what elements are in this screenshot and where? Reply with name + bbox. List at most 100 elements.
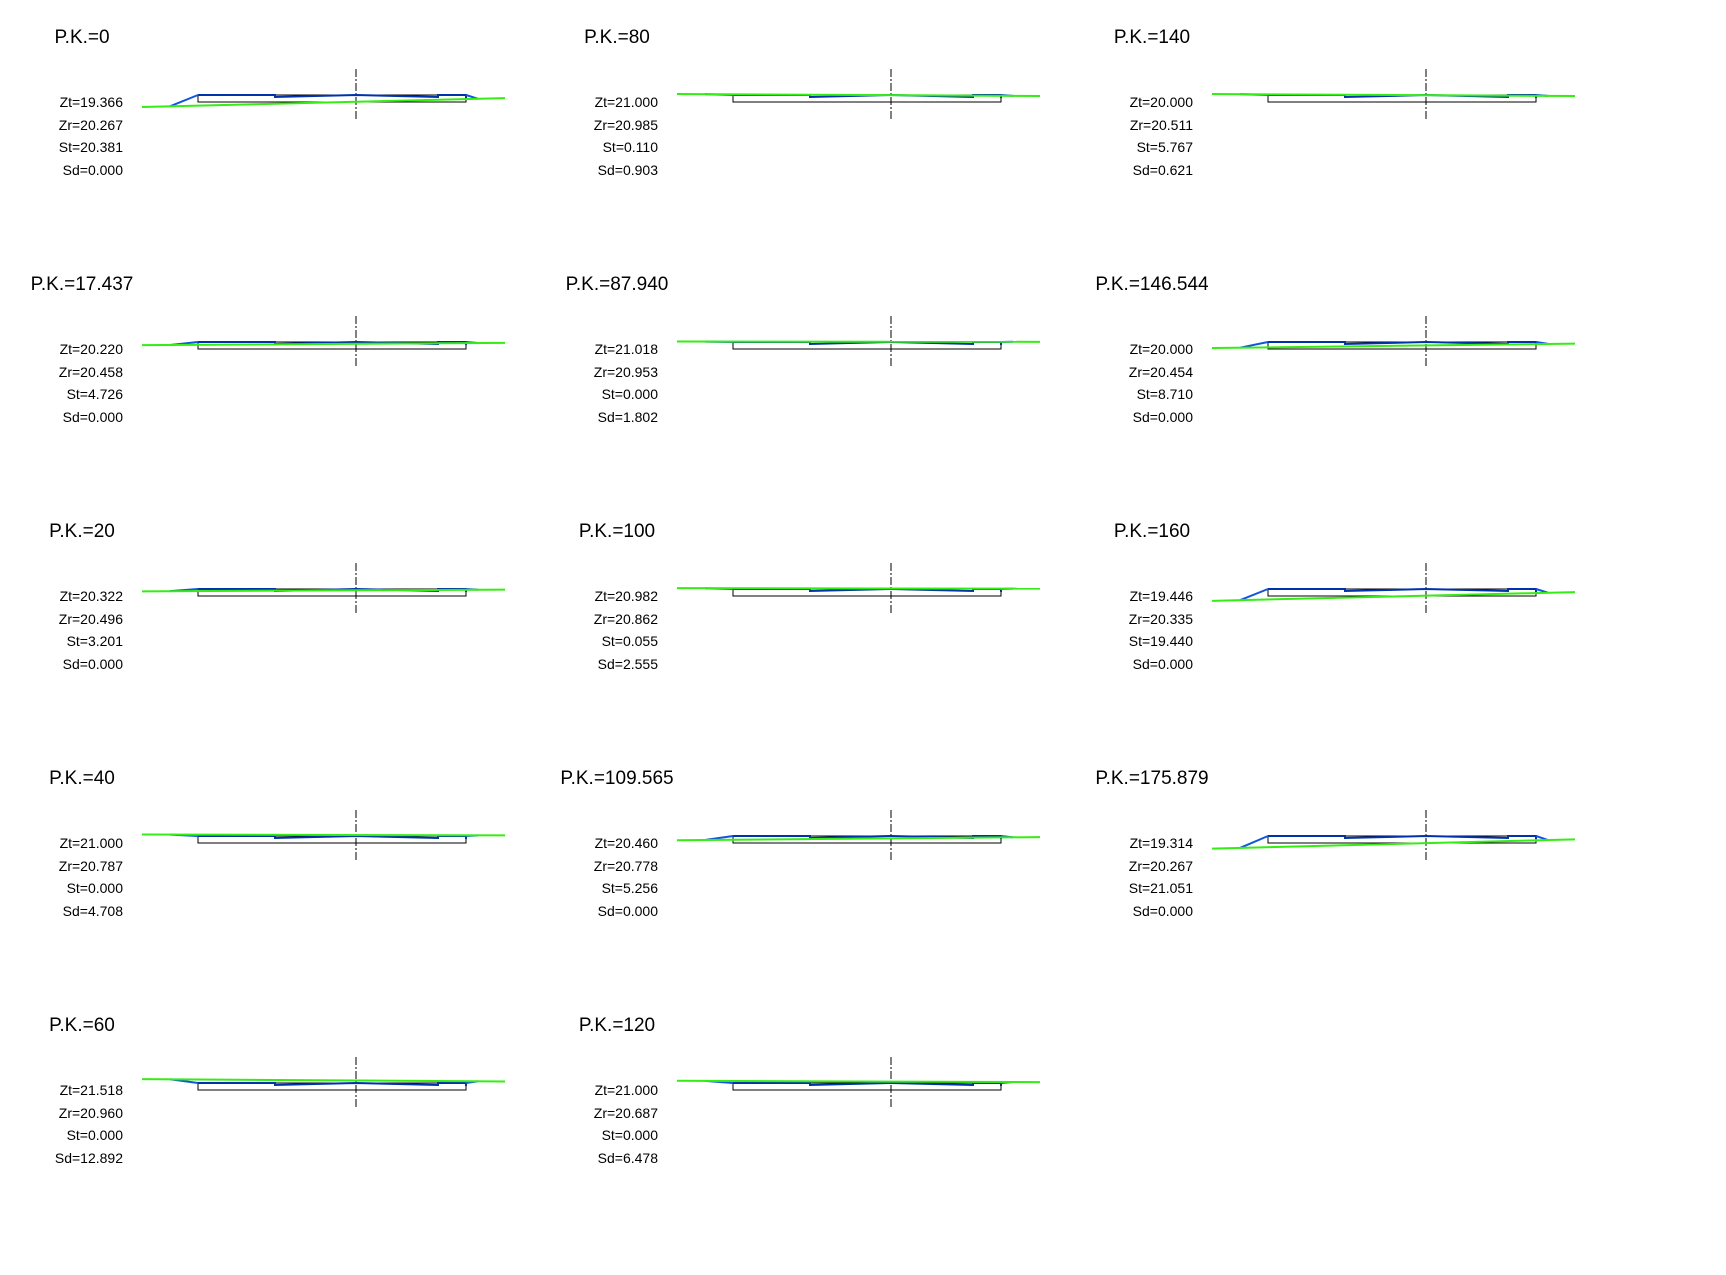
cross-section: P.K.=87.940 Zt=21.018 Zr=20.953 St=0.000 Sd=… [535, 247, 1110, 519]
section-values: Zt=19.314 Zr=20.267 St=21.051 Sd=0.000 [1070, 832, 1193, 922]
cross-section: P.K.=146.544 Zt=20.000 Zr=20.454 St=8.710 Sd… [1070, 247, 1645, 519]
sd-value: Sd=2.555 [597, 655, 658, 672]
zt-value: Zt=21.518 [59, 1082, 123, 1098]
st-value: St=0.110 [602, 139, 658, 155]
st-value: St=0.000 [601, 1127, 658, 1143]
pk-title: P.K.=109.565 [560, 768, 674, 789]
st-value: St=4.726 [66, 386, 123, 402]
profile-drawing [676, 563, 1041, 615]
design-profile [733, 1081, 1002, 1087]
pk-title: P.K.=0 [54, 27, 110, 48]
section-values: Zt=21.518 Zr=20.960 St=0.000 Sd=12.892 [0, 1079, 123, 1169]
st-value: St=5.767 [1136, 139, 1193, 155]
zt-value: Zt=21.018 [594, 341, 658, 357]
sd-value: Sd=0.903 [597, 161, 658, 178]
cross-section: P.K.=175.879 Zt=19.314 Zr=20.267 St=21.051 S… [1070, 741, 1645, 1013]
section-values: Zt=20.982 Zr=20.862 St=0.055 Sd=2.555 [535, 585, 658, 675]
zt-value: Zt=20.000 [1129, 94, 1193, 110]
section-values: Zt=21.018 Zr=20.953 St=0.000 Sd=1.802 [535, 338, 658, 428]
cross-section: P.K.=160 Zt=19.446 Zr=20.335 St=19.440 Sd=0.… [1070, 494, 1645, 766]
left-slope [1239, 835, 1269, 849]
st-value: St=5.256 [601, 880, 658, 896]
sd-value: Sd=12.892 [54, 1149, 123, 1166]
cross-section: P.K.=120 Zt=21.000 Zr=20.687 St=0.000 Sd=6.4… [535, 988, 1110, 1260]
st-value: St=0.000 [601, 386, 658, 402]
sd-value: Sd=6.478 [597, 1149, 658, 1166]
zt-value: Zt=20.000 [1129, 341, 1193, 357]
cross-section: P.K.=17.437 Zt=20.220 Zr=20.458 St=4.726 Sd=… [0, 247, 575, 519]
st-value: St=0.000 [66, 880, 123, 896]
design-profile [733, 834, 1002, 840]
profile-drawing [141, 810, 506, 862]
zt-value: Zt=20.460 [594, 835, 658, 851]
st-value: St=19.440 [1128, 633, 1193, 649]
zt-value: Zt=20.982 [594, 588, 658, 604]
zr-value: Zr=20.778 [593, 857, 658, 874]
sd-value: Sd=0.000 [62, 408, 123, 425]
sd-value: Sd=0.000 [62, 161, 123, 178]
section-values: Zt=19.366 Zr=20.267 St=20.381 Sd=0.000 [0, 91, 123, 181]
terrain-line [141, 1078, 506, 1083]
zt-value: Zt=21.000 [594, 94, 658, 110]
profile-drawing [141, 69, 506, 121]
zt-value: Zt=19.314 [1129, 835, 1193, 851]
zr-value: Zr=20.985 [593, 116, 658, 133]
zr-value: Zr=20.496 [58, 610, 123, 627]
st-value: St=3.201 [66, 633, 123, 649]
sd-value: Sd=0.000 [1132, 408, 1193, 425]
pk-title: P.K.=160 [1113, 521, 1191, 542]
cross-section: P.K.=0 Zt=19.366 Zr=20.267 St=20.381 Sd=0.00… [0, 0, 575, 272]
sd-value: Sd=4.708 [62, 902, 123, 919]
zt-value: Zt=21.000 [594, 1082, 658, 1098]
terrain-line [676, 1079, 1041, 1084]
cross-section: P.K.=60 Zt=21.518 Zr=20.960 St=0.000 Sd=12.8… [0, 988, 575, 1260]
section-values: Zt=20.000 Zr=20.511 St=5.767 Sd=0.621 [1070, 91, 1193, 181]
st-value: St=20.381 [58, 139, 123, 155]
pk-title: P.K.=80 [584, 27, 650, 48]
zr-value: Zr=20.953 [593, 363, 658, 380]
cross-section: P.K.=109.565 Zt=20.460 Zr=20.778 St=5.256 Sd… [535, 741, 1110, 1013]
profile-drawing [1211, 563, 1576, 615]
pk-title: P.K.=87.940 [565, 274, 669, 295]
pk-title: P.K.=17.437 [30, 274, 134, 295]
design-profile [1268, 340, 1537, 346]
section-values: Zt=20.000 Zr=20.454 St=8.710 Sd=0.000 [1070, 338, 1193, 428]
profile-drawing [676, 69, 1041, 121]
terrain-line [1211, 838, 1576, 850]
profile-drawing [141, 563, 506, 615]
terrain-line [1211, 93, 1576, 97]
section-values: Zt=20.220 Zr=20.458 St=4.726 Sd=0.000 [0, 338, 123, 428]
sd-value: Sd=0.000 [1132, 902, 1193, 919]
st-value: St=8.710 [1136, 386, 1193, 402]
section-values: Zt=20.322 Zr=20.496 St=3.201 Sd=0.000 [0, 585, 123, 675]
pk-title: P.K.=100 [578, 521, 656, 542]
st-value: St=0.055 [601, 633, 658, 649]
st-value: St=0.000 [66, 1127, 123, 1143]
cross-section: P.K.=80 Zt=21.000 Zr=20.985 St=0.110 Sd=0.90… [535, 0, 1110, 272]
zr-value: Zr=20.267 [1128, 857, 1193, 874]
st-value: St=21.051 [1128, 880, 1193, 896]
zr-value: Zr=20.454 [1128, 363, 1193, 380]
profile-drawing [676, 1057, 1041, 1109]
cross-section: P.K.=140 Zt=20.000 Zr=20.511 St=5.767 Sd=0.6… [1070, 0, 1645, 272]
section-values: Zt=21.000 Zr=20.985 St=0.110 Sd=0.903 [535, 91, 658, 181]
cross-section: P.K.=40 Zt=21.000 Zr=20.787 St=0.000 Sd=4.70… [0, 741, 575, 1013]
terrain-line [141, 341, 506, 347]
zt-value: Zt=19.446 [1129, 588, 1193, 604]
profile-drawing [141, 1057, 506, 1109]
terrain-line [141, 588, 506, 593]
pk-title: P.K.=120 [578, 1015, 656, 1036]
sd-value: Sd=0.000 [62, 655, 123, 672]
design-profile [1268, 834, 1537, 840]
section-values: Zt=20.460 Zr=20.778 St=5.256 Sd=0.000 [535, 832, 658, 922]
zr-value: Zr=20.862 [593, 610, 658, 627]
pk-title: P.K.=20 [49, 521, 115, 542]
terrain-line [676, 93, 1041, 97]
cross-section: P.K.=100 Zt=20.982 Zr=20.862 St=0.055 Sd=2.5… [535, 494, 1110, 766]
design-profile [198, 93, 467, 99]
zr-value: Zr=20.267 [58, 116, 123, 133]
section-values: Zt=21.000 Zr=20.787 St=0.000 Sd=4.708 [0, 832, 123, 922]
zr-value: Zr=20.335 [1128, 610, 1193, 627]
profile-drawing [1211, 810, 1576, 862]
section-values: Zt=21.000 Zr=20.687 St=0.000 Sd=6.478 [535, 1079, 658, 1169]
